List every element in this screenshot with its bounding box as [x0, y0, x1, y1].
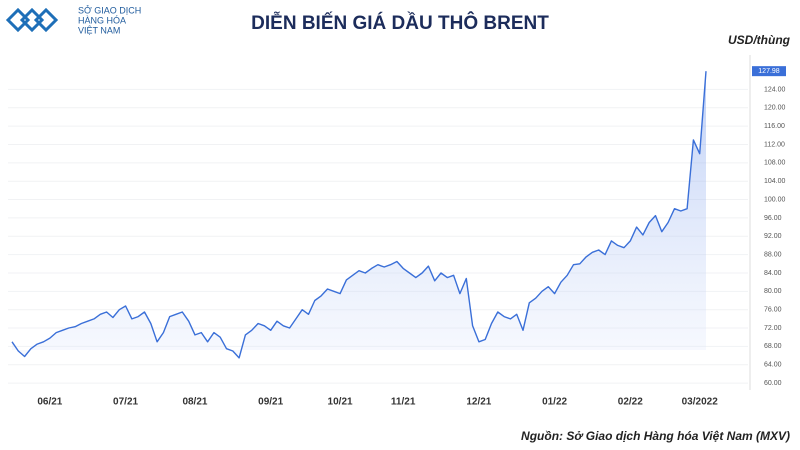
y-tick-label: 124.00 — [764, 86, 786, 93]
x-tick-label: 02/22 — [618, 397, 643, 408]
x-tick-label: 08/21 — [182, 397, 207, 408]
y-tick-label: 64.00 — [764, 362, 782, 369]
x-tick-label: 07/21 — [113, 397, 138, 408]
x-tick-label: 10/21 — [328, 397, 353, 408]
x-tick-label: 11/21 — [391, 397, 416, 408]
y-axis-unit: USD/thùng — [728, 33, 791, 47]
y-tick-label: 76.00 — [764, 307, 782, 314]
source-note: Nguồn: Sở Giao dịch Hàng hóa Việt Nam (M… — [521, 429, 790, 443]
x-tick-label: 06/21 — [37, 397, 62, 408]
y-tick-label: 120.00 — [764, 105, 786, 112]
y-tick-label: 116.00 — [764, 123, 785, 130]
logo-text: HÀNG HÓA — [78, 15, 126, 25]
logo-icon — [5, 7, 59, 33]
y-tick-label: 88.00 — [764, 251, 782, 258]
x-tick-label: 03/2022 — [682, 397, 719, 408]
y-tick-label: 60.00 — [764, 380, 782, 387]
area-fill — [12, 71, 706, 358]
y-tick-label: 68.00 — [764, 343, 782, 350]
y-tick-label: 96.00 — [764, 215, 782, 222]
logo-text: VIỆT NAM — [78, 25, 120, 35]
y-tick-label: 100.00 — [764, 196, 786, 203]
last-value-label: 127.98 — [758, 68, 780, 75]
y-tick-label: 108.00 — [764, 160, 786, 167]
y-tick-label: 84.00 — [764, 270, 782, 277]
x-tick-label: 12/21 — [466, 397, 491, 408]
x-tick-label: 09/21 — [258, 397, 283, 408]
logo-text: SỞ GIAO DỊCH — [78, 4, 141, 15]
y-tick-label: 72.00 — [764, 325, 782, 332]
y-tick-label: 92.00 — [764, 233, 782, 240]
x-tick-label: 01/22 — [542, 397, 567, 408]
price-line — [11, 71, 707, 359]
y-tick-label: 112.00 — [764, 141, 785, 148]
y-tick-label: 104.00 — [764, 178, 786, 185]
last-value-tag — [752, 66, 786, 77]
chart-title: DIỄN BIẾN GIÁ DẦU THÔ BRENT — [251, 12, 549, 34]
y-tick-label: 80.00 — [764, 288, 782, 295]
